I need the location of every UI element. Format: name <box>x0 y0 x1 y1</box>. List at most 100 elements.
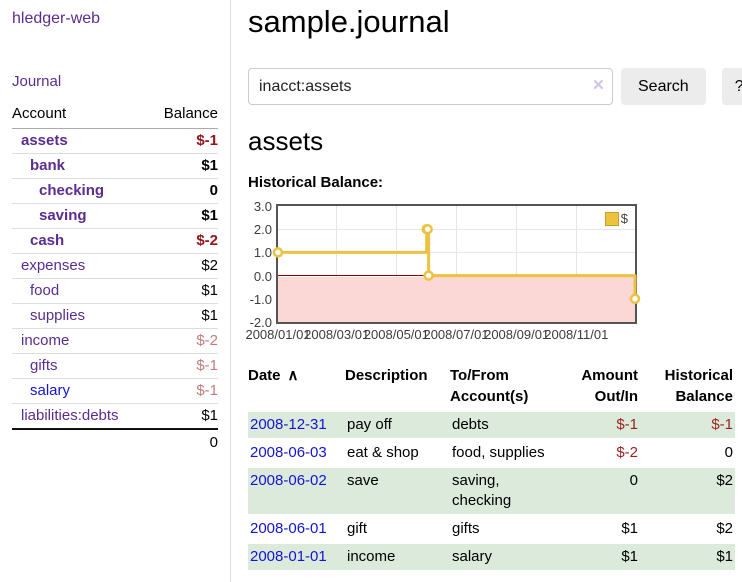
search-button[interactable]: Search <box>621 68 706 105</box>
sidebar-account-balance: 0 <box>148 178 218 204</box>
chart-x-tick-label: 2008/09/01 <box>484 327 550 342</box>
sidebar-account-row: cash $-2 <box>12 228 218 254</box>
register-amount: $-1 <box>558 412 640 440</box>
register-date-link[interactable]: 2008-12-31 <box>250 416 327 433</box>
sidebar-account-row: bank $1 <box>12 153 218 179</box>
sidebar-account-link-gifts[interactable]: gifts <box>30 357 58 374</box>
chart-x-tick-label: 2008/03/01 <box>304 327 370 342</box>
sidebar-account-link-salary[interactable]: salary <box>30 382 71 399</box>
chart-step-line <box>278 227 637 299</box>
register-date-cell: 2008-06-01 <box>248 515 345 544</box>
sidebar-account-link-bank[interactable]: bank <box>30 157 66 174</box>
sidebar-account-balance: $-2 <box>148 328 218 354</box>
sidebar-account-row: assets $-1 <box>12 129 218 154</box>
register-accounts: saving, checking <box>450 467 558 516</box>
register-date-link[interactable]: 2008-06-01 <box>250 520 327 537</box>
chart-data-point <box>629 293 641 305</box>
sidebar-header-balance: Balance <box>148 103 218 129</box>
sidebar-account-balance: $1 <box>148 153 218 179</box>
register-balance: $2 <box>640 515 735 544</box>
sidebar-account-row: gifts $-1 <box>12 353 218 379</box>
register-description: pay off <box>345 412 450 440</box>
chart-data-point <box>422 223 433 235</box>
chart-x-tick-label: 2008/05/01 <box>363 327 429 342</box>
sidebar-account-link-cash[interactable]: cash <box>30 232 65 249</box>
register-accounts: salary <box>450 543 558 572</box>
sidebar-account-link-supplies[interactable]: supplies <box>30 307 86 324</box>
sidebar-account-row: supplies $1 <box>12 303 218 329</box>
sidebar-total-row: 0 <box>12 428 218 456</box>
page-title: sample.journal <box>248 4 450 39</box>
nav-journal-link[interactable]: Journal <box>12 73 62 90</box>
chart-plot-area[interactable]: $ <box>272 204 641 324</box>
register-date-cell: 2008-06-03 <box>248 439 345 468</box>
register-balance: $1 <box>640 543 735 572</box>
help-button[interactable]: ? <box>721 68 742 105</box>
sidebar-account-row: food $1 <box>12 278 218 304</box>
register-description: eat & shop <box>345 439 450 468</box>
register-description: income <box>345 543 450 572</box>
chart-vertical-gridline <box>575 206 577 322</box>
search-box: × <box>248 68 613 105</box>
sidebar-account-balance: $2 <box>148 253 218 279</box>
clear-search-icon[interactable]: × <box>592 75 604 96</box>
chart-series <box>272 223 641 305</box>
chart-y-tick-label: -1.0 <box>249 291 272 307</box>
register-date-link[interactable]: 2008-01-01 <box>250 548 327 565</box>
register-column-header-description: Description <box>345 367 428 384</box>
chart-y-tick-label: 0.0 <box>253 268 272 284</box>
register-column-header-date[interactable]: Date ∧ <box>248 367 299 384</box>
register-row: 2008-06-02 save saving, checking 0 $2 <box>248 467 735 516</box>
sidebar-account-link-assets[interactable]: assets <box>21 132 68 149</box>
chart-vertical-gridline <box>336 206 338 322</box>
chart-vertical-gridline <box>516 206 518 322</box>
sidebar-account-balance: $-1 <box>148 378 218 404</box>
sidebar-account-row: saving $1 <box>12 203 218 229</box>
sidebar-account-balance: $-2 <box>148 228 218 254</box>
chart-y-tick-label: 2.0 <box>253 222 272 238</box>
chart-y-tick-label: 1.0 <box>253 245 272 261</box>
sidebar-account-link-food[interactable]: food <box>30 282 60 299</box>
chart-x-tick-label: 2008/01/01 <box>245 327 311 342</box>
legend-swatch-icon <box>604 211 619 226</box>
sidebar-account-link-expenses[interactable]: expenses <box>21 257 86 274</box>
chart-legend: $ <box>604 211 628 226</box>
sidebar-account-link-income[interactable]: income <box>21 332 70 349</box>
sidebar-account-link-checking[interactable]: checking <box>39 182 105 199</box>
sidebar-account-row: salary $-1 <box>12 378 218 404</box>
register-accounts: gifts <box>450 515 558 544</box>
search-bar: × Search ? <box>248 68 742 105</box>
register-description: save <box>345 467 450 516</box>
sidebar: hledger-web Journal Account Balance asse… <box>0 0 231 582</box>
sidebar-total-balance: 0 <box>148 428 218 456</box>
sidebar-account-balance: $1 <box>148 403 218 429</box>
register-amount: $-2 <box>558 439 640 468</box>
chart-horizontal-gridline <box>278 251 635 253</box>
register-date-link[interactable]: 2008-06-03 <box>250 444 327 461</box>
register-column-header-amount: Amount Out/In <box>581 367 638 405</box>
sidebar-account-row: liabilities:debts $1 <box>12 403 218 429</box>
chart-negative-region <box>278 276 635 322</box>
register-date-cell: 2008-12-31 <box>248 412 345 440</box>
chart-data-point <box>423 270 434 281</box>
sidebar-account-balance: $-1 <box>148 353 218 379</box>
register-accounts: food, supplies <box>450 439 558 468</box>
register-amount: $1 <box>558 515 640 544</box>
sidebar-account-link-saving[interactable]: saving <box>39 207 87 224</box>
register-row: 2008-12-31 pay off debts $-1 $-1 <box>248 412 735 440</box>
chart-y-tick-label: -2.0 <box>249 315 272 330</box>
register-accounts: debts <box>450 412 558 440</box>
chart-x-tick-label: 2008/11/01 <box>544 327 609 342</box>
register-date-cell: 2008-01-01 <box>248 543 345 572</box>
sidebar-accounts-table: Account Balance assets $-1 bank $1 checking 0… <box>12 103 218 456</box>
sidebar-account-balance: $1 <box>148 303 218 329</box>
register-amount: $1 <box>558 543 640 572</box>
sidebar-account-row: income $-2 <box>12 328 218 354</box>
search-input[interactable] <box>248 68 613 105</box>
register-header-row: Date ∧ Description To/From Account(s) Amount O… <box>248 365 735 412</box>
sidebar-account-row: expenses $2 <box>12 253 218 279</box>
sidebar-account-link-liabilitiesdebts[interactable]: liabilities:debts <box>21 407 119 424</box>
register-date-link[interactable]: 2008-06-02 <box>250 472 327 489</box>
brand-link[interactable]: hledger-web <box>12 10 101 27</box>
sidebar-total-spacer <box>12 428 149 456</box>
